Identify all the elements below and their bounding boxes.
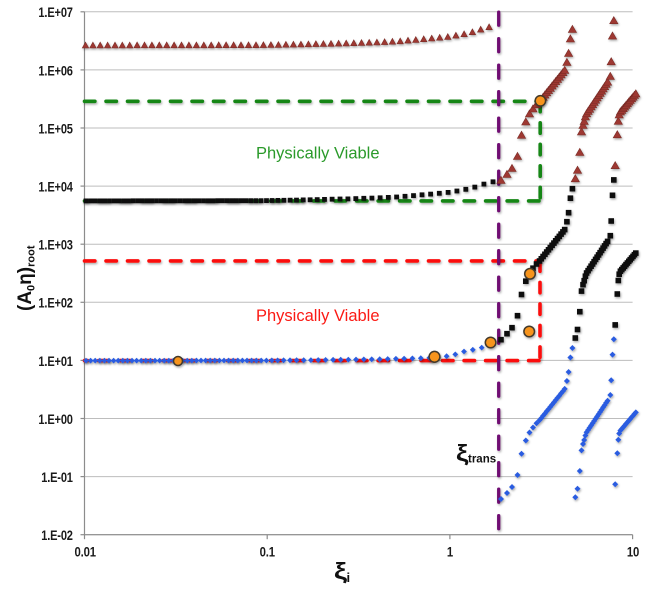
- svg-text:Physically Viable: Physically Viable: [256, 144, 380, 162]
- svg-text:10: 10: [627, 545, 639, 560]
- svg-text:1.E-02: 1.E-02: [41, 528, 73, 543]
- svg-text:ξ: ξ: [334, 558, 347, 584]
- svg-text:1.E+00: 1.E+00: [38, 412, 73, 427]
- svg-text:1.E+02: 1.E+02: [38, 296, 73, 311]
- svg-text:1.E+01: 1.E+01: [38, 354, 73, 369]
- svg-text:1.E+07: 1.E+07: [38, 5, 73, 20]
- svg-text:trans: trans: [468, 454, 496, 466]
- svg-text:i: i: [347, 570, 351, 585]
- svg-text:1.E+03: 1.E+03: [38, 238, 73, 253]
- svg-text:1.E+05: 1.E+05: [38, 121, 73, 136]
- svg-text:1.E-01: 1.E-01: [41, 470, 73, 485]
- svg-text:1.E+04: 1.E+04: [38, 179, 73, 194]
- svg-text:0.1: 0.1: [260, 545, 275, 560]
- svg-text:1.E+06: 1.E+06: [38, 63, 73, 78]
- svg-text:ξ: ξ: [456, 441, 469, 466]
- svg-text:0.01: 0.01: [75, 545, 97, 560]
- svg-text:1: 1: [447, 545, 453, 560]
- svg-text:Physically Viable: Physically Viable: [256, 307, 380, 325]
